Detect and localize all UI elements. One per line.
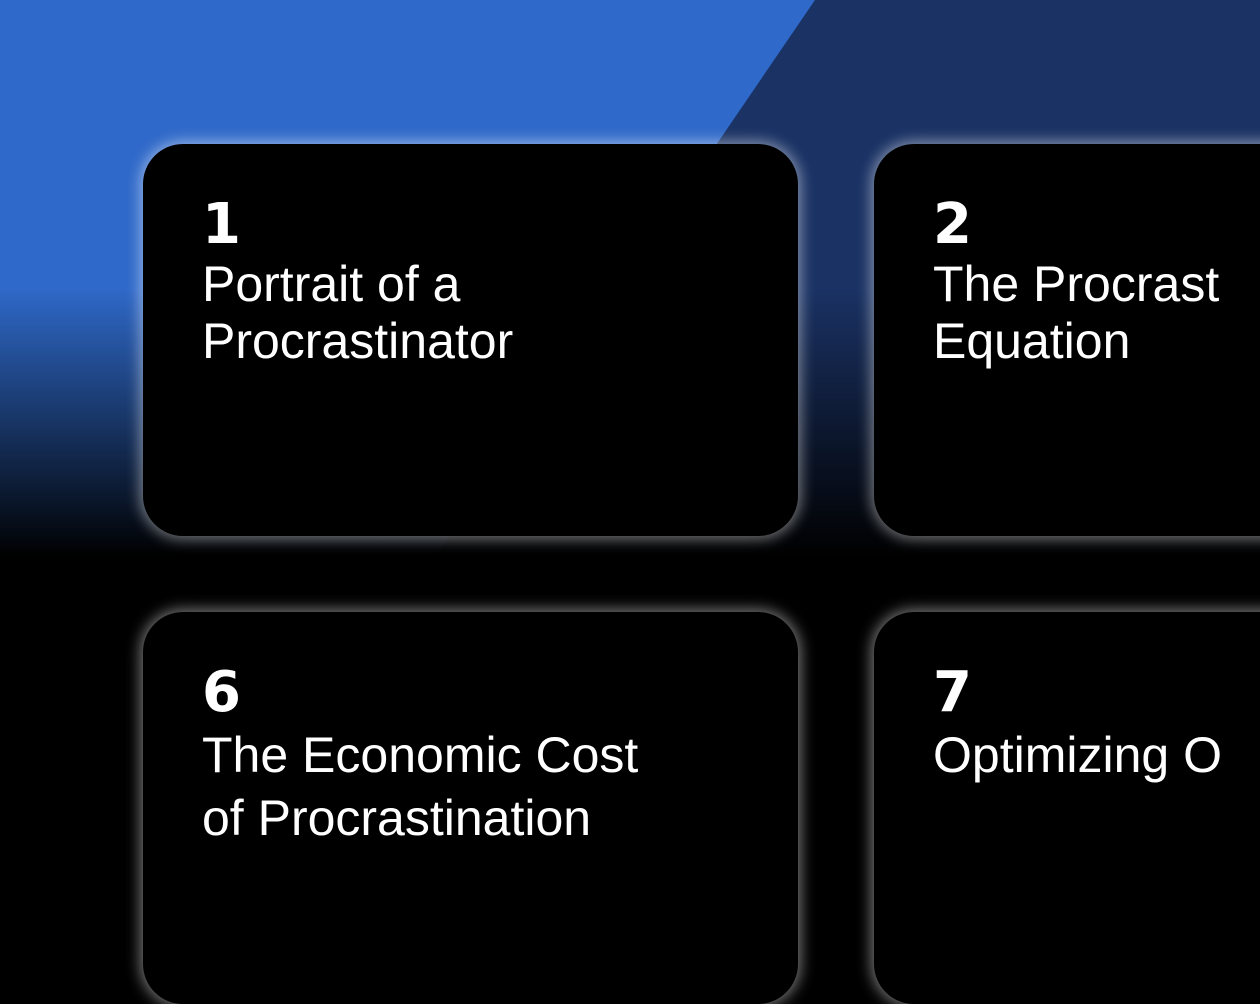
page: {"cards": [ {"number": "1", "title_lines… bbox=[0, 0, 1260, 960]
topic-card[interactable]: 7 Optimizing O bbox=[874, 612, 1260, 1004]
card-title: The Procrast bbox=[933, 256, 1220, 312]
card-number: 7 bbox=[933, 660, 974, 725]
card-title: Equation bbox=[933, 313, 1131, 369]
card-title: of Procrastination bbox=[202, 790, 592, 846]
topic-card[interactable]: 1 Portrait of a Procrastinator bbox=[143, 144, 798, 536]
topic-card[interactable]: 2 The Procrast Equation bbox=[874, 144, 1260, 536]
card-number: 2 bbox=[933, 192, 974, 257]
card-number: 6 bbox=[202, 660, 243, 725]
card-title: Procrastinator bbox=[202, 313, 514, 369]
card-title: Portrait of a bbox=[202, 256, 461, 312]
card-number: 1 bbox=[202, 192, 243, 257]
topic-card[interactable]: 6 The Economic Cost of Procrastination bbox=[143, 612, 798, 1004]
card-title: The Economic Cost bbox=[202, 727, 639, 783]
card-title: Optimizing O bbox=[933, 727, 1222, 783]
